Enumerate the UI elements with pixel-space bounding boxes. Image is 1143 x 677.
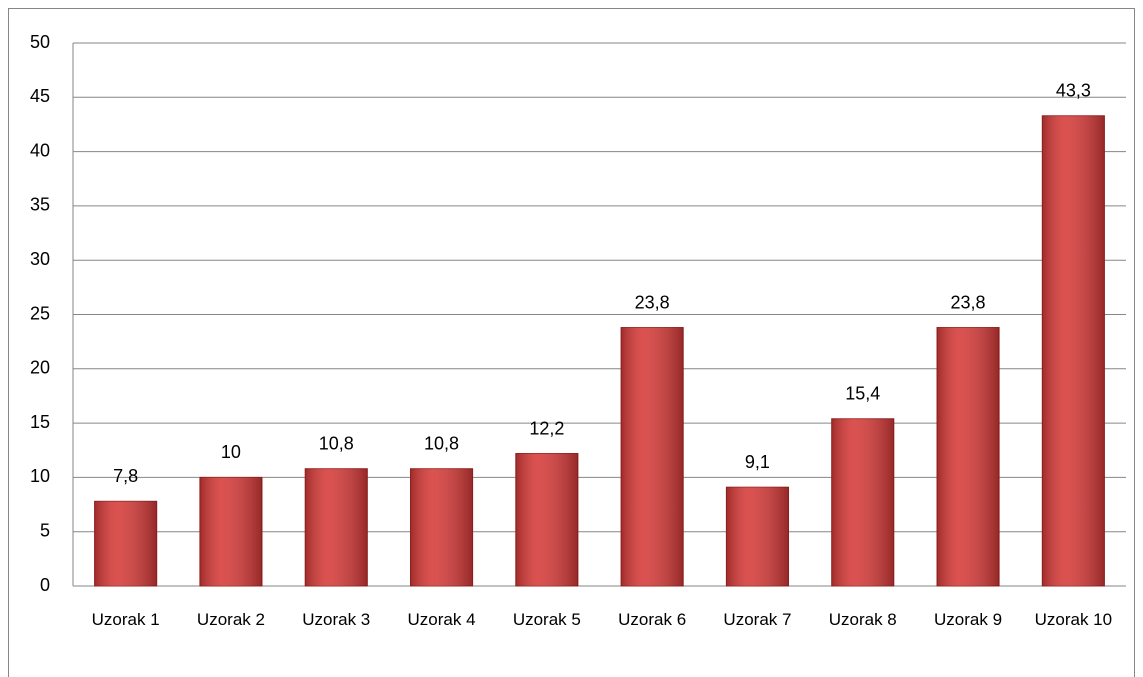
bar-shade — [726, 487, 789, 586]
chart-border — [8, 8, 1135, 677]
x-tick-label: Uzorak 1 — [91, 610, 160, 629]
bar-shade — [831, 418, 894, 586]
x-tick-label: Uzorak 6 — [618, 610, 687, 629]
y-tick-label: 25 — [30, 303, 50, 323]
y-tick-label: 35 — [30, 195, 50, 215]
x-tick-label: Uzorak 7 — [723, 610, 792, 629]
y-tick-label: 20 — [30, 358, 50, 378]
bar-shade — [936, 327, 1000, 586]
data-label: 43,3 — [1056, 81, 1091, 101]
x-tick-label: Uzorak 8 — [828, 610, 897, 629]
bar-shade — [94, 501, 157, 586]
y-tick-label: 45 — [30, 86, 50, 106]
bar-shade — [515, 453, 578, 586]
data-label: 23,8 — [951, 292, 986, 312]
y-tick-label: 0 — [40, 575, 50, 595]
y-tick-label: 40 — [30, 140, 50, 160]
bar-shade — [199, 477, 263, 586]
x-tick-label: Uzorak 2 — [196, 610, 265, 629]
data-label: 15,4 — [845, 384, 880, 404]
bar-shade — [1042, 115, 1105, 587]
bar-shade — [410, 468, 473, 586]
y-tick-label: 10 — [30, 466, 50, 486]
data-label: 23,8 — [635, 292, 670, 312]
data-label: 9,1 — [745, 452, 770, 472]
data-label: 12,2 — [529, 418, 564, 438]
y-tick-label: 15 — [30, 412, 50, 432]
data-label: 10,8 — [424, 433, 459, 453]
data-label: 10 — [221, 442, 241, 462]
x-tick-label: Uzorak 10 — [1034, 610, 1113, 629]
bar-shade — [621, 327, 684, 586]
y-tick-label: 5 — [40, 520, 50, 540]
y-tick-label: 50 — [30, 32, 50, 52]
bar-shade — [305, 468, 368, 586]
x-tick-label: Uzorak 4 — [407, 610, 476, 629]
x-tick-label: Uzorak 3 — [302, 610, 371, 629]
data-label: 10,8 — [319, 433, 354, 453]
data-label: 7,8 — [113, 466, 138, 486]
x-tick-label: Uzorak 5 — [512, 610, 581, 629]
x-tick-label: Uzorak 9 — [934, 610, 1003, 629]
y-tick-label: 30 — [30, 249, 50, 269]
